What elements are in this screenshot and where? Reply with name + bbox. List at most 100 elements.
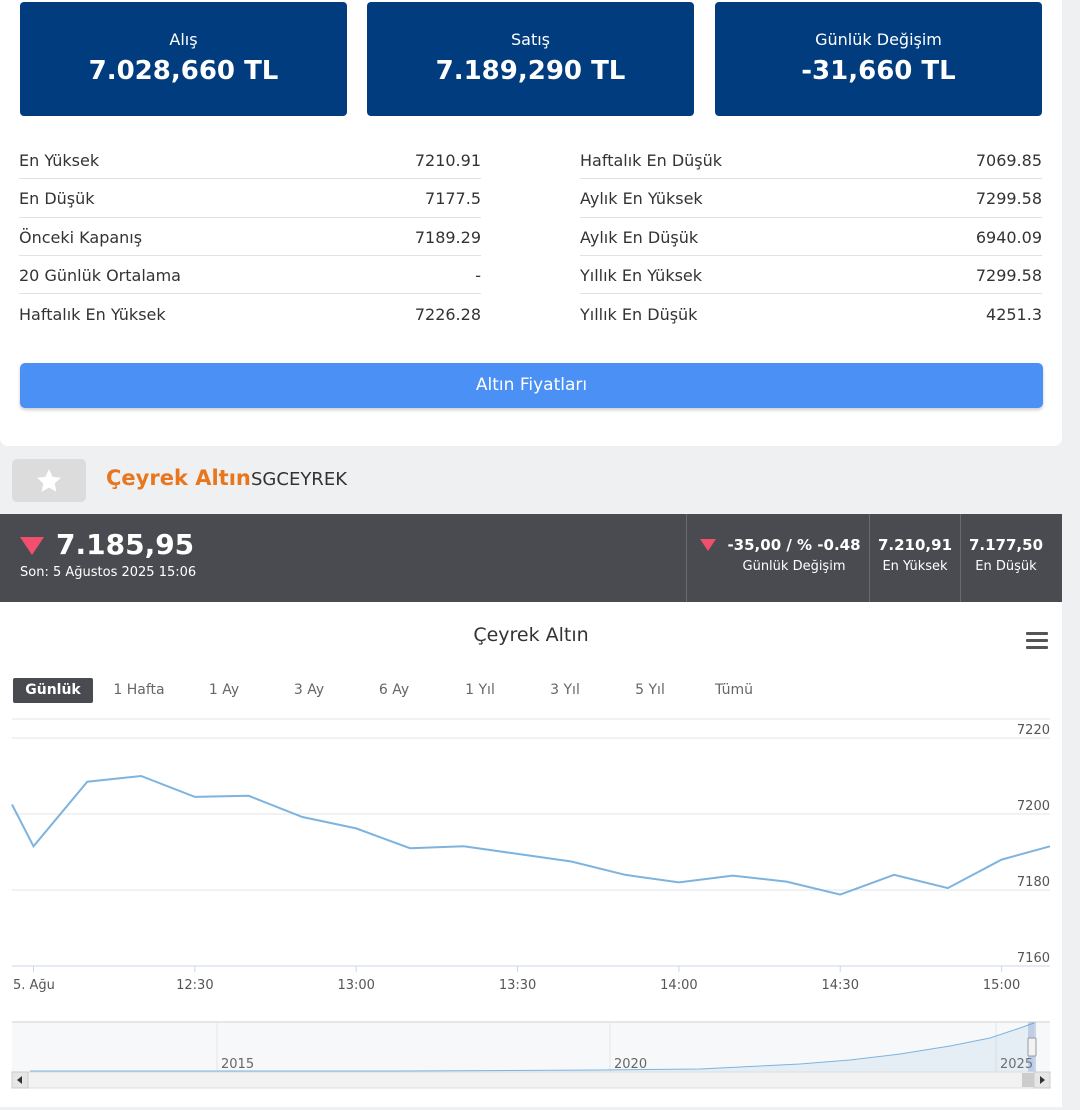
stats-right: Haftalık En Düşük 7069.85 Aylık En Yüksek… <box>580 141 1042 332</box>
series-line <box>11 774 1051 896</box>
sell-value: 7.189,290 TL <box>435 56 626 86</box>
stat-label: Aylık En Yüksek <box>580 189 703 209</box>
stat-value: 7189.29 <box>414 227 481 247</box>
stat-label: En Yüksek <box>19 151 100 171</box>
low-label: En Düşük <box>975 559 1037 574</box>
range-all[interactable]: Tümü <box>714 682 753 698</box>
y-tick-label: 7220 <box>1017 723 1050 738</box>
daily-change-box: Günlük Değişim -31,660 TL <box>715 2 1042 116</box>
last-update: Son: 5 Ağustos 2025 15:06 <box>20 565 197 580</box>
navigator-series-area <box>30 1023 1034 1072</box>
stat-row: Önceki Kapanış 7189.29 <box>19 218 481 256</box>
price-ticker: 7.185,95 Son: 5 Ağustos 2025 15:06 -35,0… <box>0 514 1062 602</box>
range-1-month[interactable]: 1 Ay <box>208 682 240 698</box>
divider <box>869 514 870 602</box>
y-tick-label: 7180 <box>1017 875 1050 890</box>
y-tick-label: 7200 <box>1017 799 1050 814</box>
low-cell: 7.177,50 En Düşük <box>961 536 1051 574</box>
stat-value: 6940.09 <box>975 227 1042 247</box>
scroll-left-arrow-icon <box>17 1076 22 1084</box>
x-tick-label: 15:00 <box>983 978 1020 993</box>
divider <box>686 514 687 602</box>
stat-value: 7210.91 <box>414 151 481 171</box>
hamburger-menu-icon[interactable] <box>1026 632 1048 650</box>
chart-card: Çeyrek Altın Günlük 1 Hafta 1 Ay 3 Ay 6 … <box>0 602 1062 1107</box>
stat-value: 7226.28 <box>414 304 481 324</box>
stat-row: 20 Günlük Ortalama - <box>19 256 481 295</box>
price-chart[interactable]: 7160 7180 7200 7220 5. Ağu 12:30 13:00 13:30 14:… <box>0 602 1062 1107</box>
y-tick-label: 7160 <box>1017 951 1050 966</box>
buy-label: Alış <box>169 30 198 49</box>
stat-label: Haftalık En Yüksek <box>19 304 166 324</box>
high-cell: 7.210,91 En Yüksek <box>870 536 960 574</box>
x-tick-label: 5. Ağu <box>13 978 55 993</box>
stat-value: 7299.58 <box>975 266 1042 286</box>
stat-row: En Yüksek 7210.91 <box>19 141 481 180</box>
stat-value: - <box>475 266 481 286</box>
asset-code: SGCEYREK <box>251 469 347 490</box>
range-3-month[interactable]: 3 Ay <box>293 682 325 698</box>
change-value: -35,00 / % -0.48 <box>727 536 861 554</box>
high-label: En Yüksek <box>882 559 948 574</box>
stat-value: 7069.85 <box>975 151 1042 171</box>
down-arrow-icon <box>700 539 716 551</box>
x-tick-label: 14:30 <box>822 978 859 993</box>
x-tick-label: 13:00 <box>337 978 374 993</box>
navigator-series-line <box>30 1022 1035 1072</box>
change-label: Günlük Değişim <box>742 559 846 574</box>
stat-row: En Düşük 7177.5 <box>19 179 481 218</box>
last-price: 7.185,95 <box>56 528 195 561</box>
x-tick-label: 13:30 <box>499 978 536 993</box>
navigator-label: 2020 <box>614 1057 647 1072</box>
daily-change-value: -31,660 TL <box>801 56 956 86</box>
x-tick-label: 14:00 <box>660 978 697 993</box>
range-1-week[interactable]: 1 Hafta <box>113 682 165 698</box>
stat-label: 20 Günlük Ortalama <box>19 266 181 286</box>
buy-value: 7.028,660 TL <box>88 56 279 86</box>
stat-row: Haftalık En Yüksek 7226.28 <box>19 294 481 332</box>
navigator-handle[interactable] <box>1027 1037 1037 1057</box>
buy-price-box: Alış 7.028,660 TL <box>20 2 347 116</box>
stat-row: Aylık En Düşük 6940.09 <box>580 218 1042 256</box>
stat-label: Aylık En Düşük <box>580 227 699 247</box>
stat-value: 7177.5 <box>425 189 481 209</box>
daily-change-label: Günlük Değişim <box>815 30 942 49</box>
stat-row: Aylık En Yüksek 7299.58 <box>580 179 1042 218</box>
sell-price-box: Satış 7.189,290 TL <box>367 2 694 116</box>
stat-label: Haftalık En Düşük <box>580 151 723 171</box>
stat-label: Önceki Kapanış <box>19 227 143 247</box>
stat-row: Yıllık En Düşük 4251.3 <box>580 294 1042 332</box>
navigator-area <box>12 1023 1050 1072</box>
stat-label: En Düşük <box>19 189 95 209</box>
scrollbar-thumb[interactable] <box>1022 1073 1034 1087</box>
range-1-year[interactable]: 1 Yıl <box>465 682 495 698</box>
stat-value: 7299.58 <box>975 189 1042 209</box>
high-value: 7.210,91 <box>877 536 953 554</box>
navigator-label: 2015 <box>221 1057 254 1072</box>
stat-row: Yıllık En Yüksek 7299.58 <box>580 256 1042 295</box>
down-arrow-icon <box>20 537 44 555</box>
x-tick-label: 12:30 <box>176 978 213 993</box>
favorite-button[interactable] <box>12 459 86 502</box>
range-3-year[interactable]: 3 Yıl <box>550 682 580 698</box>
range-5-year[interactable]: 5 Yıl <box>635 682 665 698</box>
gold-prices-button[interactable]: Altın Fiyatları <box>20 363 1043 408</box>
stats-left: En Yüksek 7210.91 En Düşük 7177.5 Önceki K… <box>19 141 481 332</box>
range-daily[interactable]: Günlük <box>13 678 93 703</box>
stat-value: 4251.3 <box>986 304 1042 324</box>
scrollbar-track[interactable] <box>11 1071 1051 1089</box>
stat-label: Yıllık En Düşük <box>580 304 698 324</box>
sell-label: Satış <box>510 30 550 49</box>
stat-row: Haftalık En Düşük 7069.85 <box>580 141 1042 180</box>
range-6-month[interactable]: 6 Ay <box>378 682 410 698</box>
stat-label: Yıllık En Yüksek <box>580 266 703 286</box>
asset-name: Çeyrek Altın <box>106 466 251 490</box>
summary-card: Alış 7.028,660 TL Satış 7.189,290 TL Gün… <box>0 0 1062 446</box>
chart-title: Çeyrek Altın <box>473 624 589 646</box>
low-value: 7.177,50 <box>968 536 1044 554</box>
scroll-right-arrow-icon <box>1040 1076 1045 1084</box>
star-icon <box>37 468 61 492</box>
navigator-label: 2025 <box>1000 1057 1033 1072</box>
daily-change-cell: -35,00 / % -0.48 Günlük Değişim <box>724 536 864 574</box>
divider <box>960 514 961 602</box>
